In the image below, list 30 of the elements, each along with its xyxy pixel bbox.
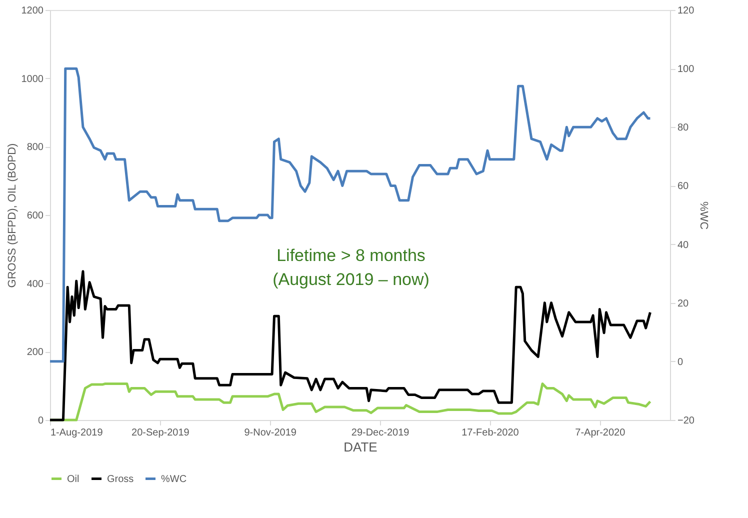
- y-tick-label: 0: [38, 416, 44, 426]
- x-tick-label: 17-Feb-2020: [462, 428, 520, 438]
- y-tick-label: 600: [26, 210, 44, 222]
- y2-tick-label: 0: [678, 356, 684, 368]
- legend-label: Oil: [67, 474, 80, 485]
- y2-axis-title: %WC: [697, 201, 710, 230]
- x-axis-title: DATE: [344, 440, 378, 454]
- y-tick-label: 1200: [21, 6, 44, 16]
- y2-tick-label: 20: [678, 298, 690, 310]
- legend-label: Gross: [107, 474, 134, 485]
- y-axis-title: GROSS (BFPD), OIL (BOPD): [6, 143, 18, 288]
- y2-tick-label: 120: [678, 6, 695, 16]
- y-tick-label: 800: [26, 142, 44, 154]
- y-tick-label: 1000: [21, 74, 44, 85]
- x-tick-label: 1-Aug-2019: [50, 428, 104, 438]
- x-tick-label: 9-Nov-2019: [244, 428, 297, 438]
- y-tick-label: 400: [26, 278, 44, 290]
- y2-tick-label: −20: [678, 416, 695, 426]
- annotation: Lifetime > 8 months (August 2019 – now): [272, 246, 430, 289]
- line-series: [48, 270, 652, 422]
- y2-tick-label: 100: [678, 64, 695, 76]
- y2-tick-label: 80: [678, 122, 690, 134]
- legend-label: %WC: [161, 474, 187, 485]
- x-tick-label: 20-Sep-2019: [132, 428, 190, 438]
- y-tick-label: 200: [26, 347, 44, 358]
- y2-tick-label: 60: [678, 181, 690, 192]
- y2-tick-label: 40: [678, 240, 690, 251]
- x-tick-label: 29-Dec-2019: [351, 428, 410, 438]
- x-tick-label: 7-Apr-2020: [575, 428, 626, 438]
- line-series: [48, 67, 652, 363]
